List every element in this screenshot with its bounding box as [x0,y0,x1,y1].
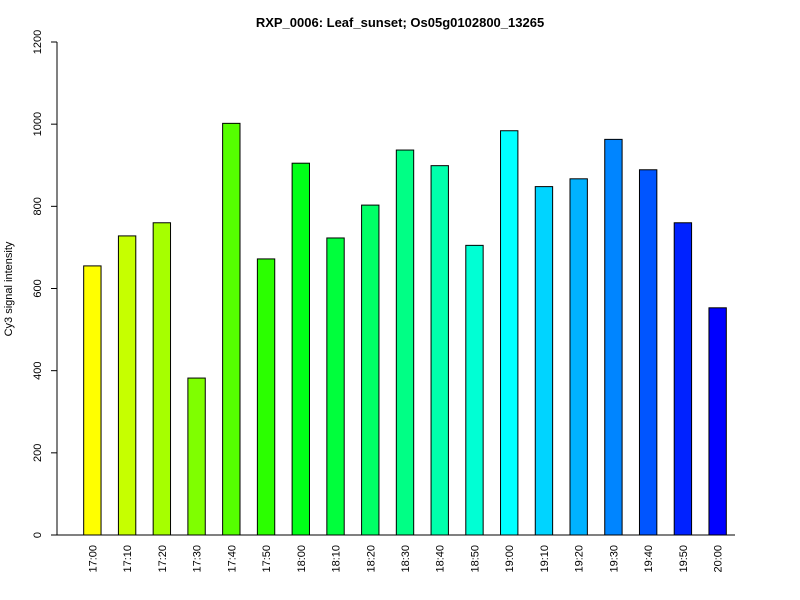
bars-group [83,122,727,536]
x-tick-label: 18:00 [296,545,308,573]
x-tick-label: 19:40 [643,545,655,573]
bar [83,265,102,536]
bar [534,186,554,536]
bar [361,204,380,536]
x-tick-label: 18:30 [400,545,412,573]
x-tick-label: 17:00 [87,545,99,573]
bar [256,258,276,536]
y-axis-label: Cy3 signal intensity [3,241,15,336]
y-axis: 0 200 400 600 800 1000 1200 [32,30,58,538]
y-tick-label: 600 [32,279,44,297]
bar [291,162,310,536]
x-tick-label: 18:20 [365,545,377,573]
bar [326,237,345,536]
y-tick-label: 200 [32,444,44,462]
y-tick-label: 1000 [32,112,44,136]
y-tick-label: 800 [32,197,44,215]
bar [117,235,137,536]
x-tick-label: 17:40 [226,545,238,573]
x-tick-label: 18:40 [435,545,447,573]
x-tick-label: 18:10 [331,545,343,573]
bar [708,307,727,536]
x-tick-label: 19:00 [504,545,516,573]
bar [673,222,693,536]
y-tick-label: 1200 [32,30,44,54]
x-tick-label: 20:00 [713,545,725,573]
x-tick-label: 19:50 [678,545,690,573]
bar [430,165,449,536]
bar [465,244,484,536]
bar [222,122,241,536]
bar [187,377,206,536]
x-tick-label: 17:20 [157,545,169,573]
x-tick-label: 19:10 [539,545,551,573]
bar [500,130,519,536]
y-tick-label: 0 [32,532,44,538]
x-tick-label: 18:50 [469,545,481,573]
y-tick-label: 400 [32,361,44,379]
chart-title: RXP_0006: Leaf_sunset; Os05g0102800_1326… [256,15,544,30]
x-tick-label: 17:10 [122,545,134,573]
bar [395,149,415,536]
x-tick-label: 19:30 [608,545,620,573]
bar [638,169,658,536]
bar [604,138,623,536]
x-tick-label: 17:50 [261,545,273,573]
x-tick-label: 19:20 [574,545,586,573]
x-tick-label: 17:30 [192,545,204,573]
x-axis: 17:00 17:10 17:20 17:30 17:40 17:50 18:00 18:10… [57,534,735,573]
bar [152,222,172,536]
bar [569,178,588,536]
